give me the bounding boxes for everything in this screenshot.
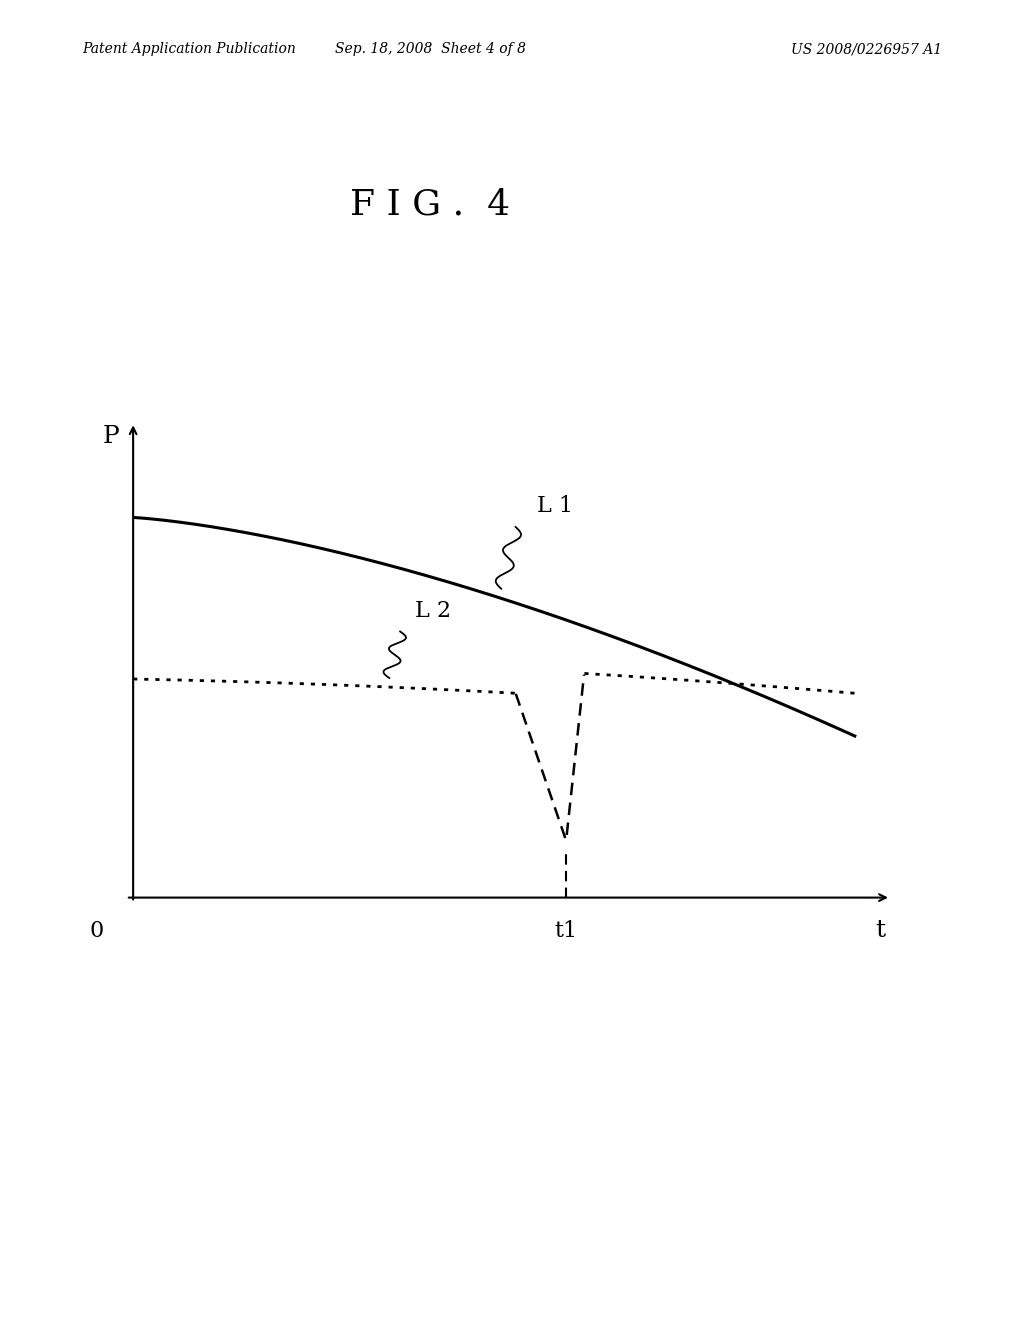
Text: US 2008/0226957 A1: US 2008/0226957 A1 — [791, 42, 942, 57]
Text: P: P — [103, 425, 120, 449]
Text: L 1: L 1 — [538, 495, 573, 517]
Text: Patent Application Publication: Patent Application Publication — [82, 42, 296, 57]
Text: F I G .  4: F I G . 4 — [350, 187, 510, 222]
Text: t1: t1 — [555, 920, 578, 942]
Text: Sep. 18, 2008  Sheet 4 of 8: Sep. 18, 2008 Sheet 4 of 8 — [335, 42, 525, 57]
Text: 0: 0 — [90, 920, 104, 942]
Text: t: t — [874, 919, 885, 942]
Text: L 2: L 2 — [415, 601, 451, 622]
